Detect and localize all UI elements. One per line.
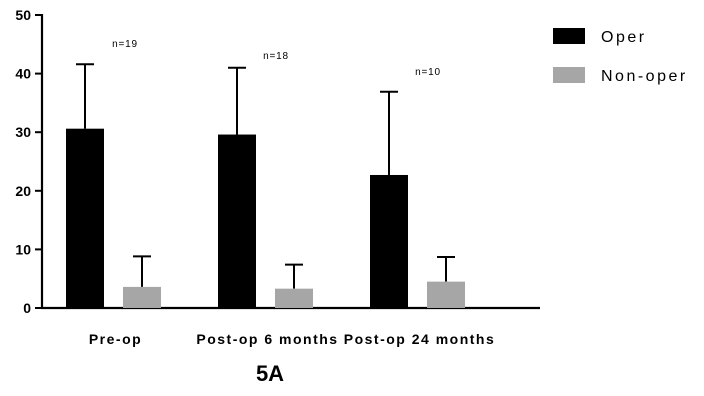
y-tick-label-20: 20 [15,183,31,199]
labels: Pre-op n=19 Post-op 6 months n=18 Post-op 24… [89,39,496,386]
bar-oper-0 [66,128,104,308]
bar-non-oper-1 [275,288,313,308]
n-annotation-0: n=19 [112,39,138,50]
y-tick-label-30: 30 [15,124,31,140]
y-tick-label-40: 40 [15,66,31,82]
category-label-1: Post-op 6 months [196,331,338,347]
legend: Oper Non-oper [553,28,688,85]
bar-oper-2 [370,174,408,308]
y-tick-label-0: 0 [23,300,31,316]
y-tick-label-10: 10 [15,241,31,257]
bar-non-oper-2 [427,281,465,308]
bar-non-oper-0 [123,286,161,308]
y-tick-label-50: 50 [15,7,31,23]
n-annotation-1: n=18 [263,51,289,62]
n-annotation-2: n=10 [415,67,441,78]
legend-label-oper: Oper [601,29,647,46]
legend-swatch-oper [553,28,585,44]
legend-swatch-non-oper [553,67,585,83]
bars [66,63,465,308]
legend-label-non-oper: Non-oper [601,68,688,85]
bar-oper-1 [218,134,256,308]
panel-label: 5A [256,361,284,386]
category-label-2: Post-op 24 months [344,331,496,347]
category-label-0: Pre-op [89,331,142,347]
